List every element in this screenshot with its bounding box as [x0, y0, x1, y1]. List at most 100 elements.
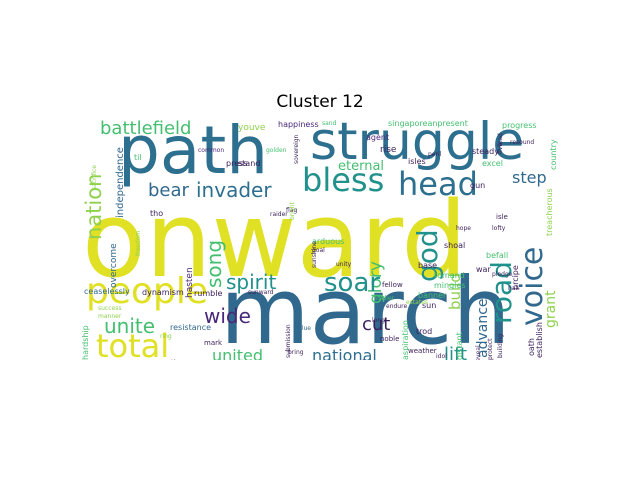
word-banner: banner [418, 291, 447, 300]
word-cut: cut [362, 314, 391, 335]
word-peril: peril [428, 151, 442, 158]
word-sunward: sunward [248, 289, 274, 296]
word-bright: bright [289, 202, 296, 220]
word-shoal: shoal [444, 241, 466, 250]
word-freedom: freedom [135, 230, 142, 256]
word-tho: tho [150, 209, 164, 218]
word-hardship: hardship [81, 325, 90, 360]
word-ceaselessly: ceaselessly [84, 287, 130, 296]
word-bring: bring [288, 349, 304, 356]
word-mingles: mingles [434, 281, 466, 290]
word-reveal: reveal [475, 345, 482, 360]
word-lofty: lofty [492, 225, 506, 232]
word-eternal: eternal [338, 159, 385, 174]
word-struggle: struggle [310, 120, 525, 172]
word-bless: bless [302, 161, 385, 199]
word-hasten: hasten [185, 267, 195, 298]
word-war: war [476, 265, 491, 274]
word-hall: hall [508, 285, 519, 292]
word-steady: steady [472, 147, 499, 156]
word-path: path [118, 120, 269, 189]
word-idol: idol [436, 353, 447, 360]
word-manner: manner [98, 313, 122, 320]
word-grant: grant [543, 290, 559, 328]
word-building: building [497, 333, 504, 358]
word-resound: resound [510, 139, 535, 146]
word-people: people [86, 271, 209, 312]
word-youve: youve [238, 123, 266, 133]
word-treacherous: treacherous [545, 188, 554, 236]
word-unity: unity [336, 261, 352, 268]
word-press: press [226, 159, 248, 168]
word-aspiration: aspiration [401, 320, 410, 360]
word-precipe: prcipe [511, 265, 520, 290]
word-spirit: spirit [226, 270, 277, 294]
word-pledge: pledge [492, 271, 513, 278]
word-flag: flag [286, 207, 298, 214]
word-protect: protect [487, 338, 494, 360]
word-rumble: rumble [194, 289, 223, 298]
word-mark: mark [204, 339, 223, 347]
word-goal: goal [312, 247, 325, 254]
word-progress: progress [502, 121, 537, 130]
word-success: success [98, 305, 122, 312]
word-wide: wide [204, 304, 251, 328]
word-battlefield: battlefield [100, 120, 192, 139]
word-soldier: soldier [374, 295, 395, 302]
chart-title: Cluster 12 [276, 92, 364, 112]
word-endure: endure [386, 303, 408, 310]
word-sovereign: sovereign [293, 134, 300, 164]
word-ring: ring [160, 333, 172, 340]
word-submission: submission [285, 324, 292, 358]
word-hope: hope [456, 225, 471, 232]
word-total: total [96, 327, 170, 360]
word-fellow: fellow [382, 281, 403, 289]
word-golden: golden [266, 147, 287, 154]
word-raider: raider [270, 211, 288, 218]
word-bear: bear [148, 180, 189, 201]
word-weather: weather [408, 347, 437, 355]
word-distant: distant [455, 332, 464, 360]
word-til: til [134, 153, 142, 162]
word-resistance: resistance [170, 323, 212, 332]
word-lift: lift [444, 344, 468, 361]
word-isle: isle [496, 213, 508, 221]
word-happiness: happiness [278, 120, 319, 129]
word-five: five [497, 142, 504, 154]
word-song: song [202, 239, 226, 288]
word-long: long [372, 317, 385, 324]
word-isles: isles [408, 157, 426, 166]
word-dynamism: dynamism [142, 288, 184, 297]
word-independence: independence [115, 147, 126, 218]
word-stand: stand [238, 159, 261, 168]
word-step: step [512, 168, 547, 187]
word-blue: blue [298, 325, 311, 332]
word-establish: establish [535, 322, 544, 358]
word-base: base [418, 261, 438, 270]
word-common: common [198, 147, 225, 154]
word-arduous: arduous [312, 237, 345, 246]
word-unite: unite [104, 314, 156, 338]
word-noble: noble [380, 335, 400, 343]
word-sun: sun [422, 301, 437, 310]
word-soar: soar [324, 268, 381, 298]
word-gun: gun [470, 181, 486, 190]
word-cloud: onward path march struggle bless head pe… [80, 120, 560, 360]
word-country: country [549, 139, 558, 170]
word-singaporeanpresent: singaporeanpresent [388, 120, 468, 128]
word-march: march [220, 258, 511, 360]
word-excel: excel [482, 159, 503, 168]
word-invader: invader [196, 178, 272, 202]
word-overcome: overcome [109, 243, 119, 288]
word-united: united [212, 346, 263, 361]
word-national: national [312, 346, 377, 361]
word-rise: rise [380, 145, 397, 155]
word-sunshine: sunshine [311, 241, 318, 268]
word-onward: onward [82, 179, 468, 301]
word-sacrifice: sacrifice [91, 164, 98, 190]
word-trod: trod [416, 327, 433, 336]
word-agent: agent [366, 133, 390, 142]
word-befall: befall [486, 251, 509, 260]
word-tomand: tomand [434, 271, 465, 280]
